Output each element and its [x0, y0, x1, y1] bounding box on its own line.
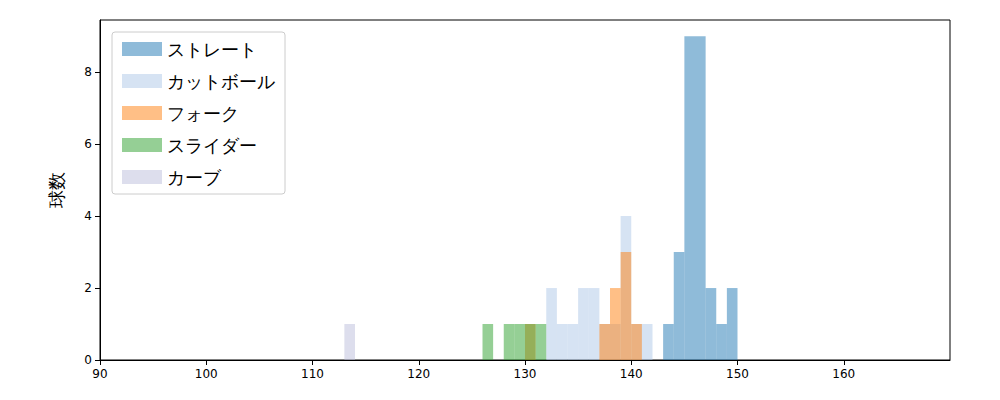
- svg-text:4: 4: [84, 209, 92, 223]
- svg-text:ストレート: ストレート: [167, 39, 257, 60]
- svg-text:130: 130: [514, 367, 537, 381]
- svg-text:2: 2: [84, 281, 92, 295]
- svg-text:球数: 球数: [46, 172, 67, 208]
- svg-text:6: 6: [84, 137, 92, 151]
- svg-text:8: 8: [84, 65, 92, 79]
- svg-text:カットボール: カットボール: [167, 71, 275, 92]
- svg-text:140: 140: [620, 367, 643, 381]
- svg-text:160: 160: [832, 367, 855, 381]
- svg-text:0: 0: [84, 353, 92, 367]
- svg-text:150: 150: [726, 367, 749, 381]
- svg-text:90: 90: [92, 367, 107, 381]
- svg-text:110: 110: [301, 367, 324, 381]
- svg-text:カーブ: カーブ: [167, 167, 222, 188]
- svg-text:100: 100: [195, 367, 218, 381]
- svg-text:フォーク: フォーク: [167, 103, 239, 124]
- svg-text:120: 120: [407, 367, 430, 381]
- svg-text:スライダー: スライダー: [167, 135, 257, 156]
